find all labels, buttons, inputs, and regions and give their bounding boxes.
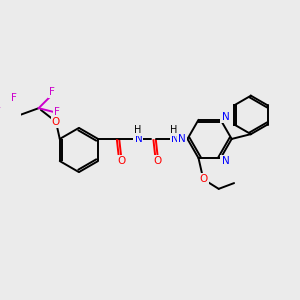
Text: O: O	[117, 156, 125, 166]
Text: F: F	[49, 87, 55, 97]
Text: N: N	[222, 112, 229, 122]
Text: H: H	[170, 125, 178, 135]
Text: O: O	[199, 174, 207, 184]
Text: F: F	[11, 93, 16, 103]
Text: N: N	[135, 134, 142, 144]
Text: N: N	[222, 156, 229, 166]
Text: N: N	[178, 134, 186, 144]
Text: O: O	[52, 117, 60, 127]
Text: F: F	[0, 107, 1, 117]
Text: O: O	[154, 156, 162, 166]
Text: N: N	[171, 134, 179, 144]
Text: F: F	[54, 107, 60, 117]
Text: H: H	[134, 125, 141, 135]
